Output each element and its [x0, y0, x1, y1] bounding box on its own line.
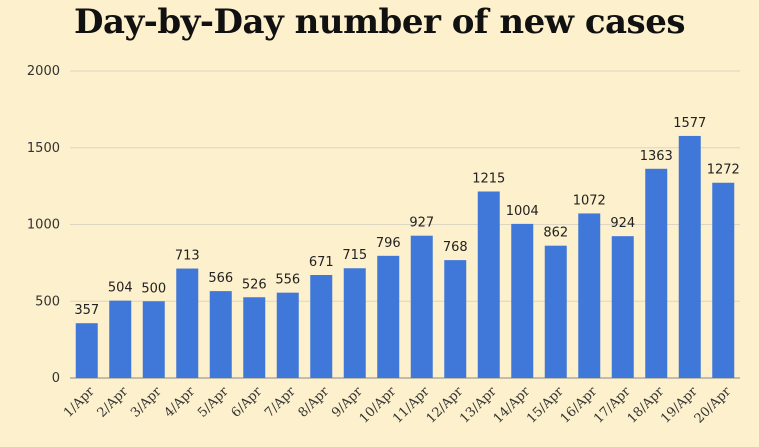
chart-title: Day-by-Day number of new cases [74, 2, 685, 42]
y-tick-label: 1000 [27, 218, 60, 233]
bar [578, 213, 601, 378]
data-label: 796 [376, 236, 401, 251]
y-axis-tick-labels: 0 500 1000 1500 2000 [27, 64, 60, 386]
data-label: 768 [443, 240, 468, 255]
data-label: 713 [175, 249, 200, 264]
x-tick-label: 20/Apr [692, 384, 735, 427]
bar [645, 168, 668, 378]
bar [410, 235, 433, 378]
x-tick-label: 2/Apr [95, 384, 132, 421]
x-tick-label: 8/Apr [296, 384, 333, 421]
bars [75, 135, 735, 378]
bar [276, 292, 299, 378]
bar [209, 291, 232, 378]
data-label: 504 [108, 281, 133, 296]
bar [243, 297, 266, 378]
data-label: 924 [610, 216, 635, 231]
y-tick-label: 500 [35, 294, 60, 309]
data-label: 1072 [573, 193, 606, 208]
bar [544, 245, 567, 378]
x-tick-label: 6/Apr [229, 384, 266, 421]
data-label: 1577 [673, 116, 706, 131]
x-tick-label: 7/Apr [262, 384, 299, 421]
data-label: 927 [409, 216, 434, 231]
x-tick-label: 4/Apr [162, 384, 199, 421]
bar [109, 300, 132, 378]
bar [310, 275, 333, 378]
data-label: 862 [543, 226, 568, 241]
x-tick-label: 5/Apr [195, 384, 232, 421]
bar [611, 236, 634, 378]
y-tick-label: 2000 [27, 64, 60, 79]
x-tick-label: 1/Apr [61, 384, 98, 421]
x-axis-tick-labels: 1/Apr2/Apr3/Apr4/Apr5/Apr6/Apr7/Apr8/Apr… [61, 384, 735, 427]
y-tick-label: 0 [52, 371, 60, 386]
data-label: 1272 [707, 163, 740, 178]
data-label: 1363 [640, 149, 673, 164]
data-label: 500 [141, 281, 166, 296]
data-label: 671 [309, 255, 334, 270]
bar [142, 301, 165, 378]
bar [444, 260, 467, 378]
bar [511, 223, 534, 378]
data-label: 526 [242, 277, 267, 292]
data-label: 556 [275, 273, 300, 288]
bar [712, 182, 735, 378]
grid-lines [70, 70, 740, 379]
bar [477, 191, 500, 378]
data-labels: 357 504 500 713 566 526 556 671 715 796 927 768 1215… [74, 116, 739, 318]
data-label: 1004 [506, 204, 539, 219]
data-label: 1215 [472, 171, 505, 186]
x-tick-label: 3/Apr [128, 384, 165, 421]
bar [176, 268, 199, 378]
bar [377, 255, 400, 378]
data-label: 566 [208, 271, 233, 286]
y-tick-label: 1500 [27, 141, 60, 156]
data-label: 715 [342, 248, 367, 263]
bar [75, 323, 98, 378]
bar [343, 268, 366, 378]
bar [678, 135, 701, 378]
data-label: 357 [74, 303, 99, 318]
